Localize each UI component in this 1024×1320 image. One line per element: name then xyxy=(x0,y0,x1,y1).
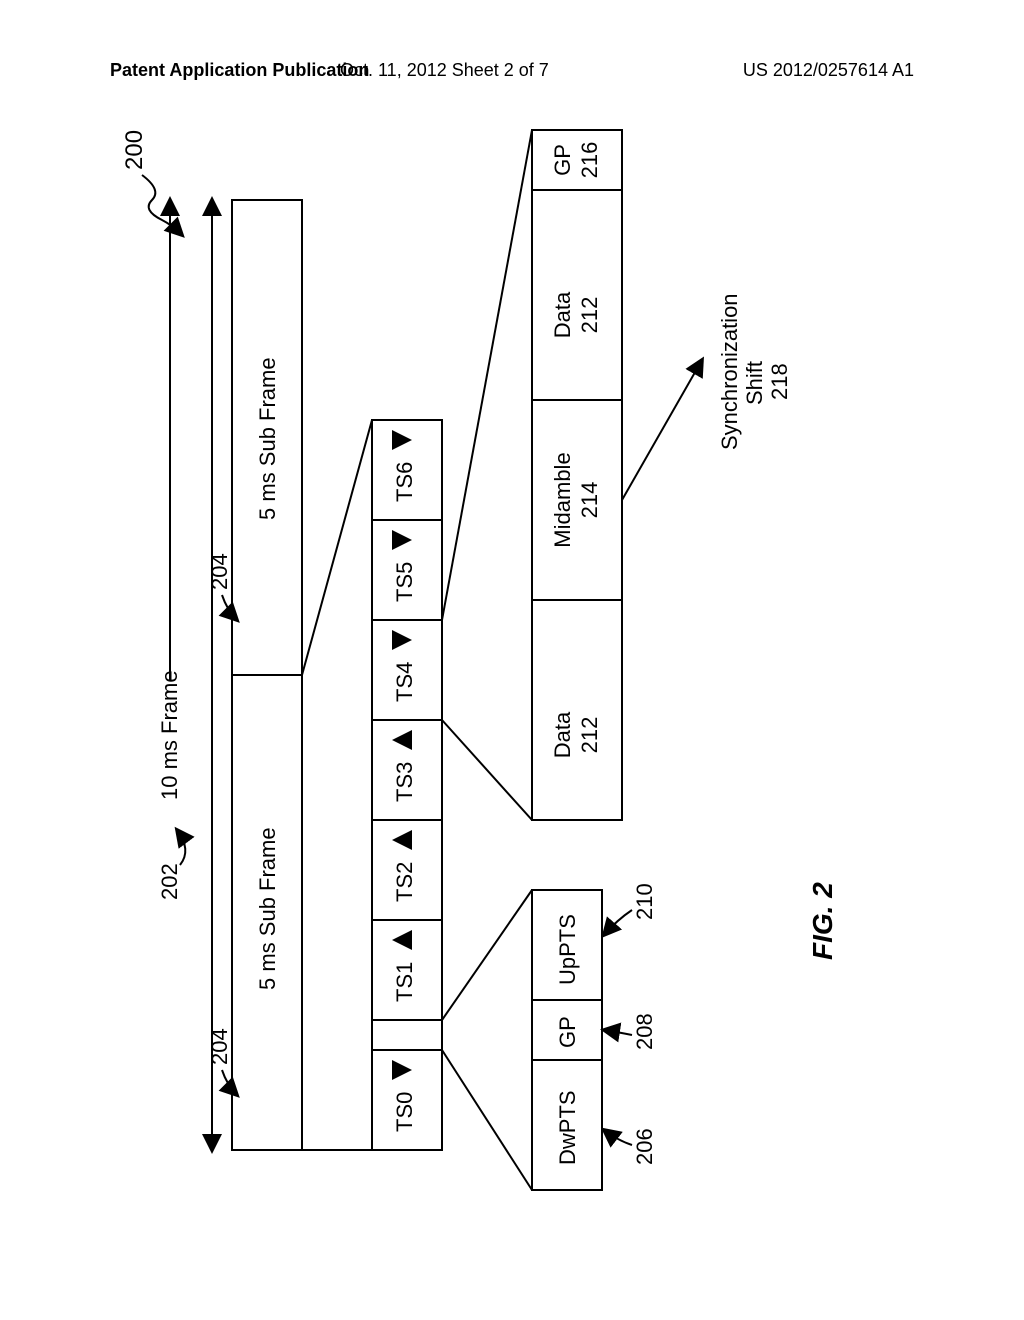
subframe-label-1: 5 ms Sub Frame xyxy=(255,827,280,990)
frame-label: 10 ms Frame xyxy=(157,670,182,800)
figure-label: FIG. 2 xyxy=(807,882,838,960)
ref-204-2: 204 xyxy=(207,553,232,590)
ref-204-1: 204 xyxy=(207,1028,232,1065)
ref-210: 210 xyxy=(632,883,657,920)
data-ref-1: 212 xyxy=(577,717,602,754)
ts0-label: TS0 xyxy=(392,1092,417,1132)
dwpts-label: DwPTS xyxy=(555,1090,580,1165)
timeslot-row: TS0 TS1 TS2 TS3 TS4 xyxy=(372,420,442,1150)
data-label-2: Data xyxy=(550,291,575,338)
ts1-label: TS1 xyxy=(392,962,417,1002)
uppts-label: UpPTS xyxy=(555,914,580,985)
sync-label-2: Shift xyxy=(742,361,767,405)
gp-ts-label: GP xyxy=(550,144,575,176)
sync-ref: 218 xyxy=(767,363,792,400)
ref-206: 206 xyxy=(632,1128,657,1165)
ref-200: 200 xyxy=(121,130,148,170)
midamble-ref: 214 xyxy=(577,482,602,519)
ref-202: 202 xyxy=(157,863,182,900)
ts6-label: TS6 xyxy=(392,462,417,502)
ts2-label: TS2 xyxy=(392,862,417,902)
subframe-label-2: 5 ms Sub Frame xyxy=(255,357,280,520)
data-ref-2: 212 xyxy=(577,297,602,334)
gp-pilot-label: GP xyxy=(555,1016,580,1048)
sync-label-1: Synchronization xyxy=(717,293,742,450)
ref-208: 208 xyxy=(632,1013,657,1050)
ts3-label: TS3 xyxy=(392,762,417,802)
midamble-label: Midamble xyxy=(550,452,575,547)
gp-ts-ref: 216 xyxy=(577,142,602,179)
ts4-label: TS4 xyxy=(392,662,417,702)
ts5-label: TS5 xyxy=(392,562,417,602)
data-label-1: Data xyxy=(550,711,575,758)
figure-diagram: 200 10 ms Frame 202 5 ms Sub Frame 5 ms … xyxy=(112,60,912,1260)
